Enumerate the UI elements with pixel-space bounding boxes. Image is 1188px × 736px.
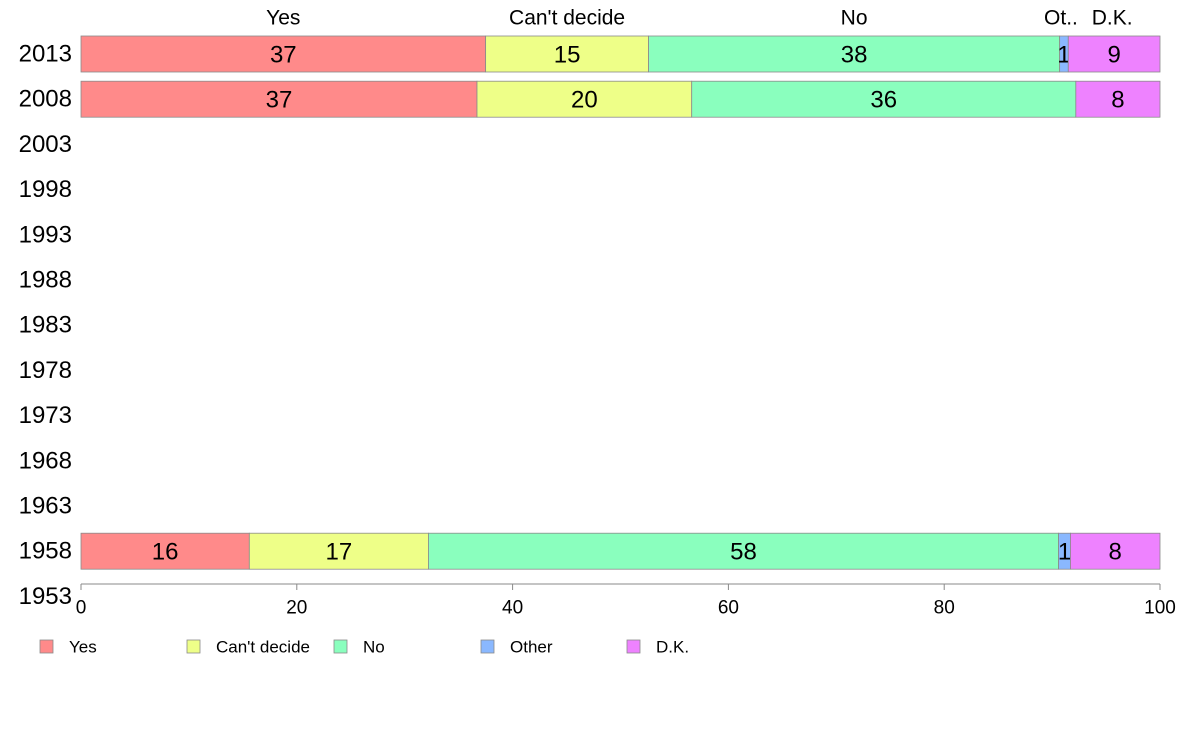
y-tick-label: 1958 [19,538,72,565]
legend-swatch [626,639,641,654]
legend: Yes Can't decide No Other D.K. [39,638,689,657]
bar-segment [648,35,1061,73]
data-label: 37 [266,87,293,114]
x-tick-label: 20 [286,598,307,619]
column-header-label: Yes [266,7,300,30]
data-label: 58 [730,539,757,566]
y-tick-label: 1998 [19,176,72,203]
x-tick-label: 40 [502,598,523,619]
bars: 37 15 38 1 9 37 20 36 8 16 17 58 1 8 [80,35,1161,570]
column-header-label: No [841,7,868,30]
legend-label: Can't decide [216,638,310,657]
data-label: 16 [152,539,179,566]
data-label: 9 [1107,42,1120,69]
bar-segment [80,532,250,570]
y-tick-label: 2003 [19,131,72,158]
y-tick-label: 1978 [19,357,72,384]
column-header-labels: Yes Can't decide No Ot.. D.K. [266,7,1132,30]
bar-segment [691,80,1077,118]
y-axis: 2013 2008 2003 1998 1993 1988 1983 1978 1973 1968… [19,41,72,610]
data-label: 37 [270,42,297,69]
x-tick-label: 0 [76,598,87,619]
y-tick-label: 2008 [19,86,72,113]
legend-swatch [480,639,495,654]
data-label: 1 [1057,42,1070,69]
bar-segment [1070,532,1161,570]
bar-segment [1075,80,1161,118]
data-label: 38 [841,42,868,69]
y-tick-label: 1983 [19,312,72,339]
legend-swatch [186,639,201,654]
column-header-label: Can't decide [509,7,625,30]
data-label: 20 [571,87,598,114]
x-tick-label: 100 [1144,598,1176,619]
column-header-label: Ot.. [1044,7,1078,30]
bar-segment [1067,35,1161,73]
y-tick-label: 1993 [19,221,72,248]
legend-label: D.K. [656,638,689,657]
bar-segment [80,80,478,118]
data-label: 1 [1058,539,1071,566]
legend-swatch [333,639,348,654]
y-tick-label: 1953 [19,583,72,610]
data-label: 36 [870,87,897,114]
data-label: 8 [1111,87,1124,114]
bar-segment [476,80,693,118]
data-label: 8 [1109,539,1122,566]
x-tick-label: 60 [718,598,739,619]
data-label: 15 [554,42,581,69]
y-tick-label: 1988 [19,267,72,294]
bar-segment [428,532,1059,570]
bar-segment [485,35,649,73]
legend-label: Other [510,638,553,657]
legend-label: No [363,638,385,657]
y-tick-label: 1963 [19,493,72,520]
bar-segment [80,35,487,73]
y-tick-label: 2013 [19,41,72,68]
x-axis: 0 20 40 60 80 100 [76,583,1176,619]
data-label: 17 [326,539,353,566]
x-tick-label: 80 [934,598,955,619]
column-header-label: D.K. [1092,7,1133,30]
legend-swatch [39,639,54,654]
legend-label: Yes [69,638,97,657]
y-tick-label: 1968 [19,447,72,474]
y-tick-label: 1973 [19,402,72,429]
